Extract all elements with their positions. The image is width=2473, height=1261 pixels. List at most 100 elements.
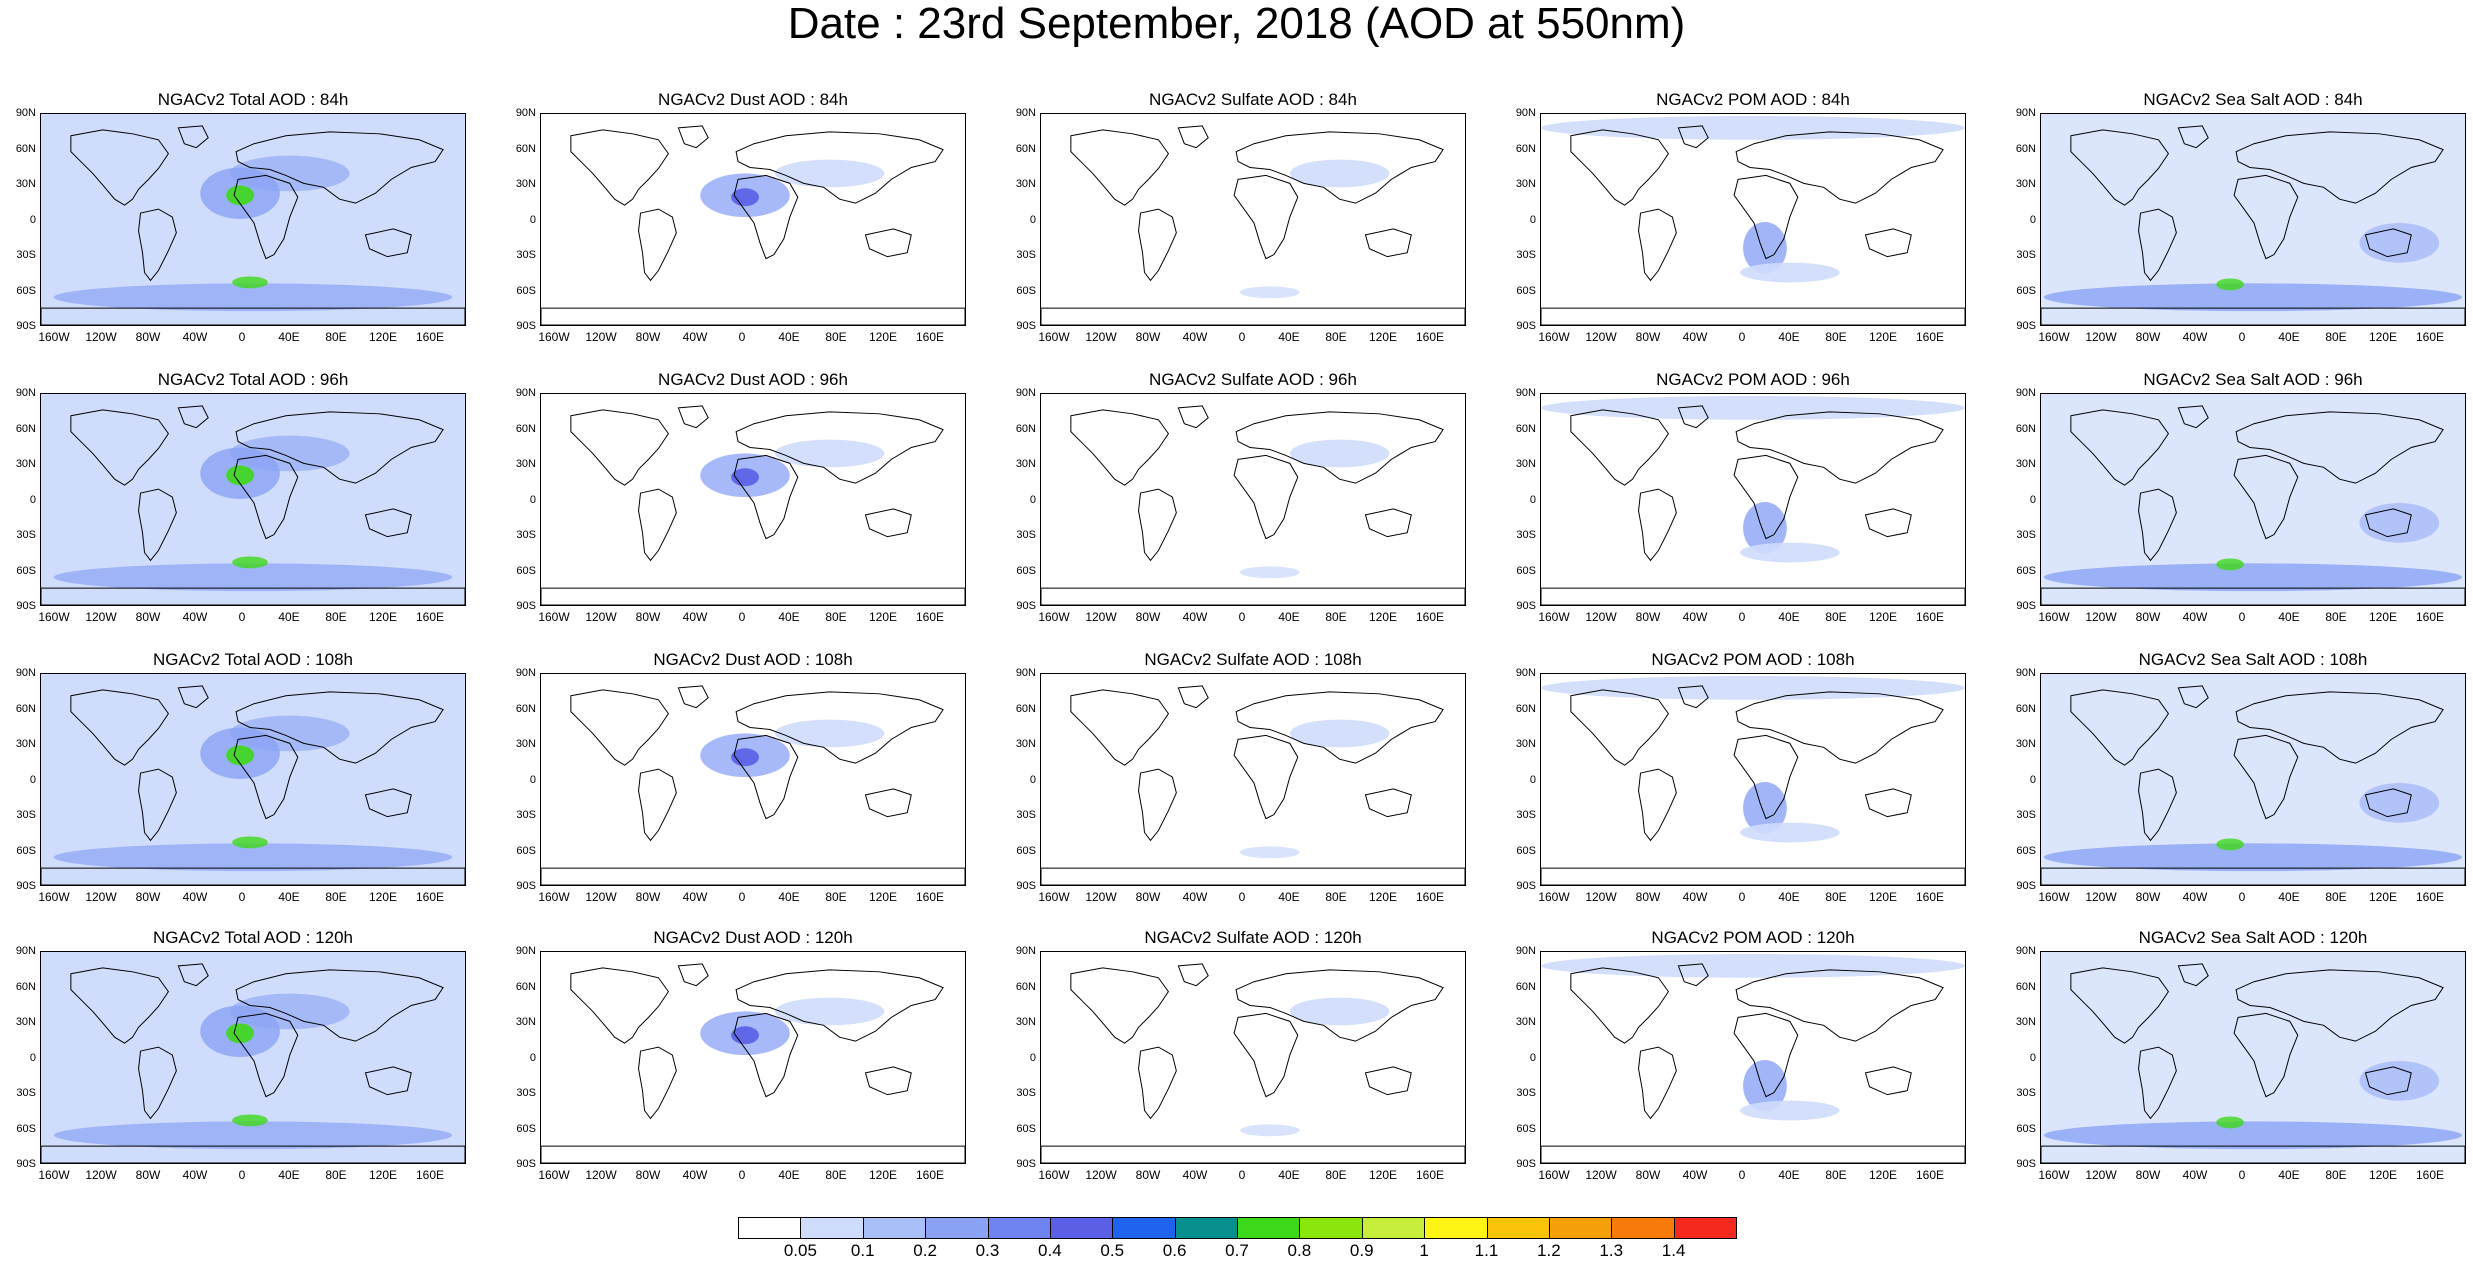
lon-tick-label: 40E <box>778 890 800 904</box>
continent-outline <box>70 689 170 766</box>
lon-tick-label: 40W <box>182 890 208 904</box>
continent-outline <box>2041 587 2465 605</box>
lat-tick-label: 30N <box>1015 178 1036 190</box>
panel-title: NGACv2 POM AOD : 120h <box>1651 928 1855 947</box>
aod-southern-peak <box>232 556 268 569</box>
lon-tick-label: 80W <box>2135 330 2161 344</box>
continent-outline <box>570 129 670 206</box>
lat-tick-label: 60S <box>16 284 36 297</box>
lon-tick-label: 120E <box>368 330 398 344</box>
lon-tick-label: 40W <box>682 610 708 624</box>
lat-tick-label: 0 <box>1529 773 1536 786</box>
continent-outline <box>2235 691 2444 764</box>
continent-outline <box>2070 689 2170 766</box>
continent-outline <box>1235 131 1444 204</box>
aod-southern-ocean-band <box>2043 1121 2463 1150</box>
continent-outline <box>1364 508 1412 538</box>
lat-tick-label: 0 <box>1529 493 1536 506</box>
lat-tick-label: 90S <box>516 1158 536 1170</box>
continent-outline <box>2364 788 2412 818</box>
continent-outline <box>1138 208 1177 282</box>
lon-tick-label: 0 <box>1238 890 1246 904</box>
continent-outline <box>138 488 177 562</box>
lat-tick-label: 0 <box>1529 213 1536 226</box>
lon-tick-label: 80W <box>135 1168 161 1182</box>
panel-title: NGACv2 Sulfate AOD : 120h <box>1144 928 1362 947</box>
continent-outline <box>1864 228 1912 258</box>
lat-tick-label: 90S <box>16 320 36 332</box>
aod-southern-ocean-band <box>2043 843 2463 872</box>
colorbar-swatch <box>1299 1217 1363 1239</box>
lon-tick-label: 120E <box>368 610 398 624</box>
lon-tick-label: 160W <box>1038 610 1070 624</box>
lon-tick-label: 80E <box>1825 610 1847 624</box>
lat-tick-label: 90N <box>1515 107 1536 119</box>
lon-tick-label: 0 <box>2238 1168 2246 1182</box>
lat-tick-label: 90N <box>1515 945 1536 957</box>
lon-tick-label: 0 <box>238 1168 246 1182</box>
lon-tick-label: 160E <box>1415 890 1445 904</box>
colorbar-swatch <box>987 1217 1051 1239</box>
continent-outline <box>1638 768 1677 842</box>
colorbar-tick-label: 0.5 <box>1100 1241 1125 1260</box>
lat-tick-label: 60N <box>1015 702 1036 715</box>
continent-outline <box>2177 963 2209 987</box>
lat-tick-label: 30S <box>2016 1087 2036 1099</box>
continent-outline <box>233 174 299 260</box>
aod-seasalt-peak <box>2216 278 2245 291</box>
lat-tick-label: 0 <box>529 213 536 226</box>
continent-outline <box>864 508 912 538</box>
continent-outline <box>1638 208 1677 282</box>
continent-outline <box>2177 405 2209 429</box>
lon-tick-label: 40E <box>2278 330 2300 344</box>
aod-southern-peak <box>232 276 268 289</box>
lat-tick-label: 60S <box>2016 844 2036 857</box>
lat-tick-label: 30N <box>15 1016 36 1028</box>
lat-tick-label: 30S <box>16 1087 36 1099</box>
continent-outline <box>364 508 412 538</box>
aod-peak-spot <box>226 185 254 206</box>
world-map <box>1041 963 1465 1163</box>
continent-outline <box>2364 1066 2412 1096</box>
lon-tick-label: 80W <box>135 330 161 344</box>
colorbar-tick-label: 0.7 <box>1225 1241 1249 1260</box>
panel-title: NGACv2 Dust AOD : 120h <box>653 928 853 947</box>
aod-asia-dust <box>774 997 885 1026</box>
lon-tick-label: 0 <box>738 610 746 624</box>
lat-tick-label: 30N <box>2015 738 2036 750</box>
lon-tick-label: 80W <box>1135 610 1161 624</box>
continent-outline <box>2177 685 2209 709</box>
panel-title: NGACv2 Sulfate AOD : 96h <box>1149 370 1357 389</box>
continent-outline <box>677 125 709 149</box>
continent-outline <box>2233 1012 2299 1098</box>
continent-outline <box>1233 454 1299 540</box>
lon-tick-label: 80E <box>1325 1168 1347 1182</box>
continent-outline <box>2364 228 2412 258</box>
lat-tick-label: 30S <box>1016 249 1036 261</box>
lat-tick-label: 90N <box>515 107 536 119</box>
lon-tick-label: 0 <box>238 610 246 624</box>
lon-tick-label: 0 <box>1238 1168 1246 1182</box>
map-panel-pom-r3: NGACv2 POM AOD : 108h 90N 60N 30N 0 30S 60S 90S… <box>1500 650 2000 910</box>
aod-sulfate-south <box>1240 566 1300 579</box>
lat-tick-label: 60S <box>2016 564 2036 577</box>
lon-tick-label: 80W <box>1635 1168 1661 1182</box>
lon-tick-label: 80E <box>825 330 847 344</box>
lon-tick-label: 40W <box>1182 1168 1208 1182</box>
panel-title: NGACv2 Sea Salt AOD : 96h <box>2143 370 2363 389</box>
lon-tick-label: 120W <box>1085 1168 1117 1182</box>
lon-tick-label: 120E <box>2368 330 2398 344</box>
lon-tick-label: 80E <box>1825 330 1847 344</box>
map-panel-seasalt-r4: NGACv2 Sea Salt AOD : 120h 90N 60N 30N 0 30S 6… <box>2000 928 2473 1188</box>
lon-tick-label: 160E <box>415 1168 445 1182</box>
lat-tick-label: 60S <box>1016 1122 1036 1135</box>
lon-tick-label: 40W <box>182 330 208 344</box>
aod-seasalt-pacific <box>2359 502 2440 543</box>
lon-tick-label: 40E <box>1778 330 1800 344</box>
aod-pom-southern <box>1740 822 1840 843</box>
lon-tick-label: 80E <box>1825 890 1847 904</box>
lat-tick-label: 60N <box>15 980 36 993</box>
map-panel-sulfate-r3: NGACv2 Sulfate AOD : 108h 90N 60N 30N 0 30S 60… <box>1000 650 1500 910</box>
aod-dust-core <box>731 188 759 207</box>
continent-outline <box>1138 1046 1177 1120</box>
